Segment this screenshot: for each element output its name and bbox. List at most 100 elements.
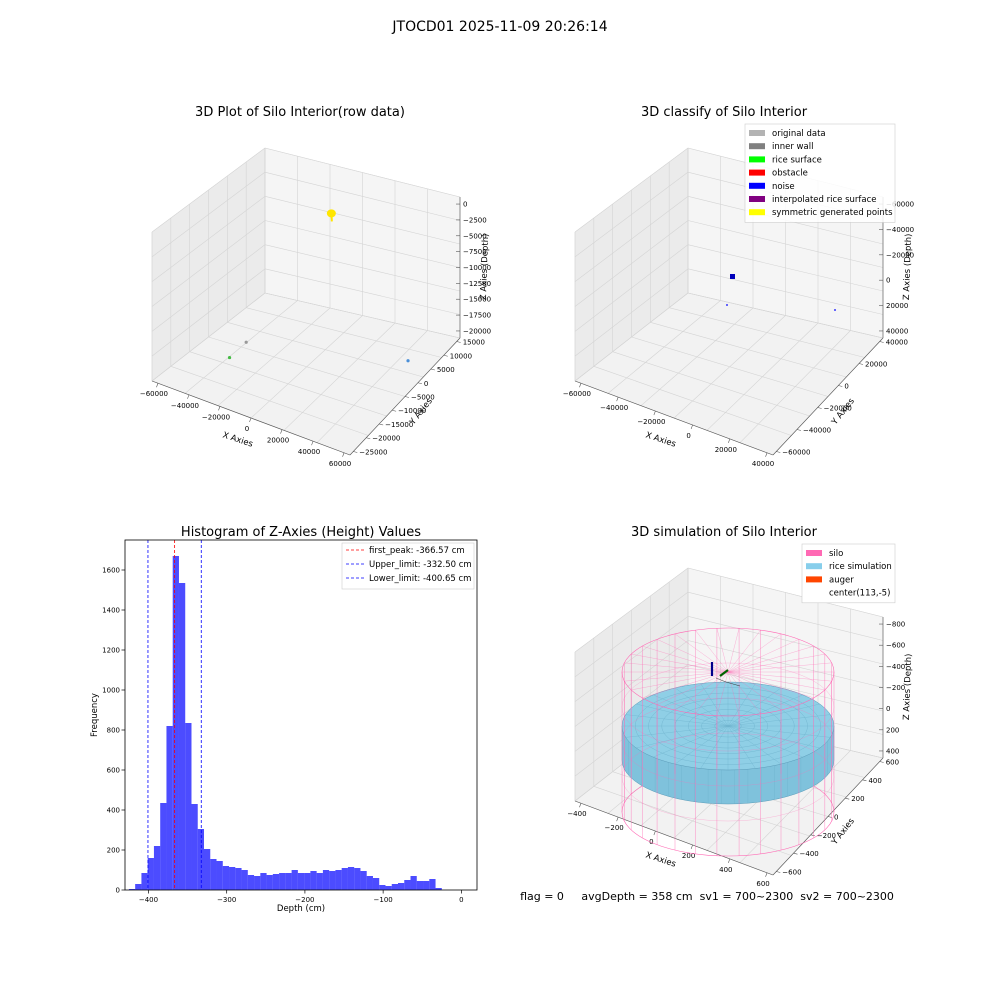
rice-mesh-spoke	[727, 725, 831, 738]
classify-x-tick	[765, 452, 768, 457]
raw-z-tick-label: −10000	[463, 264, 491, 272]
sim-y-tick	[862, 779, 867, 782]
panel-classify-title: 3D classify of Silo Interior	[641, 105, 808, 120]
panel-histogram: Histogram of Z-Axies (Height) Values −40…	[90, 525, 478, 914]
classify-legend-label: inner wall	[772, 142, 813, 152]
hist-bar	[366, 876, 373, 890]
hist-bar	[178, 583, 186, 890]
raw-x-tick-label: 60000	[329, 460, 351, 468]
classify-legend-frame	[744, 123, 896, 223]
hist-y-tick-label: 1200	[102, 647, 120, 655]
classify-x-tick-label: 40000	[752, 460, 774, 468]
silo-roof-spoke	[656, 671, 729, 705]
silo-roof-spoke	[727, 662, 832, 673]
classify-y-tick	[879, 341, 884, 343]
panel-sim-legend: silo rice simulation auger center(113,-5)	[801, 543, 896, 604]
raw-x-tick-label: 20000	[267, 437, 289, 445]
hist-bar	[128, 889, 136, 890]
hist-bar	[241, 870, 248, 890]
silo-roof-spoke	[727, 671, 800, 705]
classify-legend-label: interpolated rice surface	[772, 195, 877, 205]
classify-x-tick	[579, 383, 582, 388]
hist-x-tick-label: 0	[459, 896, 463, 904]
hist-bar	[210, 859, 217, 890]
rice-mesh-spoke	[700, 683, 729, 727]
hist-bar	[435, 888, 442, 890]
classify-x-tick-label: 20000	[715, 446, 737, 454]
silo-roof-spoke	[656, 639, 729, 673]
figure-suptitle: JTOCD01 2025-11-09 20:26:14	[391, 19, 607, 35]
hist-legend-label: Upper_limit: -332.50 cm	[369, 560, 472, 570]
silo-roof-spoke	[642, 645, 729, 673]
rice-mesh-spoke	[625, 714, 729, 727]
raw-x-tick-label: 40000	[298, 448, 320, 456]
hist-xlabel: Depth (cm)	[277, 904, 325, 914]
classify-x-tick-label: −20000	[637, 418, 665, 426]
hist-legend-frame	[341, 542, 475, 590]
rice-mesh-spoke	[727, 725, 804, 758]
silo-roof-spoke	[642, 671, 729, 699]
classify-y-tick	[858, 363, 864, 365]
panel-simulation-3d: 3D simulation of Silo Interior −400 −200 0…	[567, 525, 914, 888]
raw-grid-back-h	[264, 147, 461, 198]
classify-z-tick-label: 20000	[886, 302, 908, 310]
sim-y-tick-label: −200	[817, 832, 836, 840]
raw-x-tick	[342, 452, 345, 457]
sim-legend-swatch	[806, 589, 822, 596]
panel-sim-zlabel: Z Axies (Depth)	[902, 653, 914, 720]
raw-cluster-1	[244, 340, 248, 344]
classify-legend-label: rice surface	[772, 155, 822, 165]
silo-roof-spoke	[727, 671, 832, 682]
rice-mesh-spoke	[636, 703, 729, 727]
silo-roof-spoke	[727, 630, 761, 673]
hist-bar	[279, 873, 286, 890]
classify-legend-swatch	[749, 130, 765, 136]
raw-z-tick-label: 0	[463, 201, 467, 209]
raw-y-tick	[417, 382, 422, 385]
hist-bar	[372, 878, 380, 890]
sim-z-tick-label: 200	[886, 726, 899, 734]
rice-mesh-spoke	[727, 714, 831, 727]
panel-classify-xlabel: X Axies	[644, 430, 677, 449]
raw-x-tick-label: −20000	[202, 413, 230, 421]
hist-bar	[160, 803, 167, 890]
raw-y-tick	[392, 409, 397, 412]
sim-y-tick-label: −600	[782, 868, 801, 876]
noise-point-left	[726, 304, 728, 306]
raw-x-tick-label: −60000	[140, 390, 168, 398]
hist-x-tick-label: −200	[295, 896, 314, 904]
sim-x-tick	[765, 872, 768, 877]
hist-bar	[404, 880, 411, 890]
sim-legend-swatch	[806, 563, 822, 570]
classify-legend-swatch	[749, 182, 765, 189]
sim-y-tick	[879, 761, 884, 763]
silo-roof-spoke	[716, 671, 729, 716]
hist-bar	[216, 861, 223, 890]
raw-grid-floor-y	[264, 292, 461, 339]
raw-y-tick-label: −25000	[359, 448, 387, 456]
noise-point-right	[834, 309, 836, 311]
hist-bar	[166, 726, 173, 890]
hist-bar	[297, 873, 305, 890]
sim-auger-mark	[715, 677, 741, 687]
classify-x-tick	[690, 424, 693, 430]
rice-mesh-spoke	[674, 687, 729, 727]
classify-y-tick	[817, 407, 822, 409]
sim-grid-back-h	[687, 567, 884, 618]
panel-classify-3d: 3D classify of Silo Interior −60000 −4000…	[563, 105, 914, 468]
hist-title: Histogram of Z-Axies (Height) Values	[181, 525, 421, 540]
silo-roof-spoke	[727, 653, 825, 673]
sim-y-tick	[845, 797, 850, 800]
sim-y-tick-label: 200	[851, 795, 864, 803]
panel-sim-xlabel: X Axies	[644, 850, 677, 869]
sim-y-arrow	[719, 669, 729, 677]
classify-grid-floor-y	[669, 307, 865, 358]
panel-classify-zlabel: Z Axies (Depth)	[902, 233, 914, 300]
hist-bar	[197, 829, 205, 890]
sim-z-tick-label: 400	[886, 747, 899, 755]
hist-ylabel: Frequency	[90, 693, 100, 737]
panel-sim-title: 3D simulation of Silo Interior	[631, 525, 818, 540]
sim-z-tick-label: −600	[886, 642, 905, 650]
silo-mid-ring	[621, 732, 835, 822]
hist-legend: first_peak: -366.57 cm Upper_limit: -332.…	[341, 542, 475, 590]
